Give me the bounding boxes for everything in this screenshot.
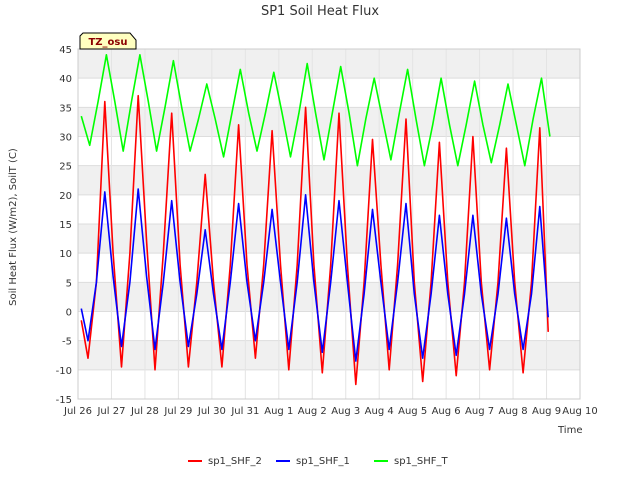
- y-tick-label: 10: [59, 249, 72, 260]
- series-line-sp1_SHF_1: [80, 188, 549, 362]
- y-tick-label: 40: [59, 74, 72, 85]
- legend-label: sp1_SHF_T: [394, 456, 449, 467]
- legend-label: sp1_SHF_1: [296, 456, 350, 467]
- background-band: [78, 49, 580, 79]
- legend-label: sp1_SHF_2: [208, 456, 262, 467]
- x-tick-label: Aug 1: [264, 406, 293, 417]
- y-axis-label: Soil Heat Flux (W/m2), SoilT (C): [8, 148, 19, 306]
- y-tick-label: -10: [56, 366, 72, 377]
- x-tick-label: Aug 6: [432, 406, 461, 417]
- y-tick-label: 5: [66, 278, 72, 289]
- y-axis-ticks: -15 -10 -5 0 5 10 15 20 25 30 35 40 45: [56, 45, 72, 406]
- background-band: [78, 165, 580, 195]
- y-tick-label: 15: [59, 220, 72, 231]
- legend: sp1_SHF_2 sp1_SHF_1 sp1_SHF_T: [188, 456, 449, 467]
- series-line-sp1_SHF_T: [80, 53, 551, 167]
- background-band: [78, 224, 580, 254]
- x-tick-label: Aug 4: [365, 406, 394, 417]
- background-band: [78, 311, 580, 341]
- x-tick-label: Aug 2: [298, 406, 327, 417]
- timezone-badge-label: TZ_osu: [88, 37, 127, 48]
- chart-title: SP1 Soil Heat Flux: [261, 4, 379, 19]
- y-tick-label: 20: [59, 191, 72, 202]
- timezone-badge: TZ_osu: [79, 32, 137, 50]
- y-tick-label: -5: [62, 337, 72, 348]
- y-tick-label: 30: [59, 133, 72, 144]
- x-tick-label: Jul 31: [230, 406, 259, 417]
- x-tick-label: Aug 10: [562, 406, 597, 417]
- x-tick-label: Jul 26: [63, 406, 92, 417]
- x-tick-label: Aug 5: [398, 406, 427, 417]
- x-tick-label: Aug 9: [532, 406, 561, 417]
- x-tick-label: Jul 29: [163, 406, 192, 417]
- series-lines: [80, 53, 551, 386]
- y-tick-label: 0: [66, 308, 72, 319]
- x-tick-label: Jul 28: [130, 406, 159, 417]
- x-axis-label: Time: [557, 425, 582, 436]
- y-tick-label: 45: [59, 45, 72, 56]
- x-tick-label: Aug 8: [499, 406, 528, 417]
- background-band: [78, 136, 580, 166]
- x-tick-label: Aug 3: [331, 406, 360, 417]
- x-tick-label: Jul 30: [197, 406, 226, 417]
- x-axis-ticks: Jul 26 Jul 27 Jul 28 Jul 29 Jul 30 Jul 31 Aug …: [63, 406, 598, 417]
- background-band: [78, 194, 580, 224]
- y-tick-label: 25: [59, 162, 72, 173]
- background-band: [78, 340, 580, 370]
- y-tick-label: -15: [56, 395, 72, 406]
- background-band: [78, 78, 580, 108]
- plot-frame: [77, 48, 581, 400]
- x-tick-label: Aug 7: [465, 406, 494, 417]
- y-tick-label: 35: [59, 103, 72, 114]
- x-tick-label: Jul 27: [96, 406, 125, 417]
- background-band: [78, 369, 580, 399]
